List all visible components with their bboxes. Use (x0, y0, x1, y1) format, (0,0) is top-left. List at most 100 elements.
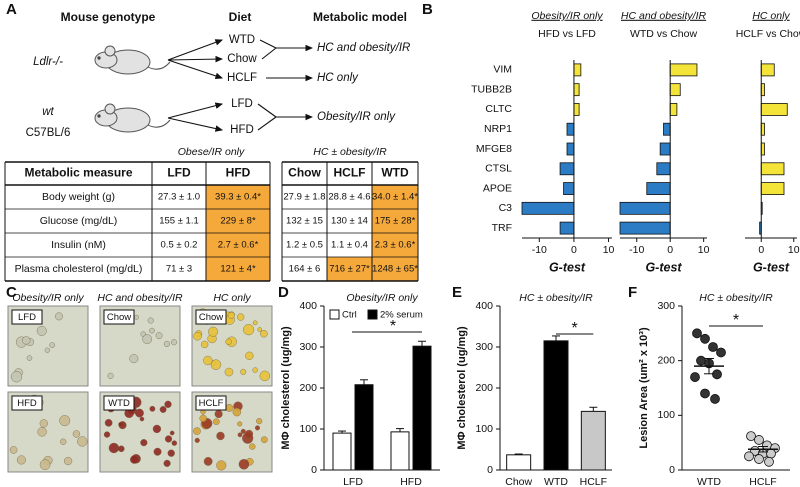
table-cell: 175 ± 28* (375, 216, 416, 227)
chart-title: HC only (752, 10, 790, 22)
panel-label: F (628, 284, 637, 301)
image-label: Chow (107, 312, 131, 323)
bar (619, 221, 671, 235)
model: HC only (317, 72, 359, 84)
table-cell: 27.9 ± 1.8 (283, 192, 325, 203)
bar (663, 122, 671, 136)
y-tick-label: 300 (657, 300, 675, 312)
column-header: Mouse genotype (61, 10, 156, 24)
bar (646, 182, 671, 195)
cell (260, 330, 268, 338)
cell (171, 440, 178, 446)
image-label: HCLF (199, 398, 224, 409)
cell (152, 424, 162, 434)
bar (566, 122, 575, 136)
model: Obesity/IR only (317, 111, 396, 123)
image-label-box (11, 309, 43, 325)
category-label: C3 (499, 202, 513, 214)
cell (167, 449, 175, 457)
image-label-box (103, 309, 135, 325)
bar (659, 142, 671, 156)
category-label: MFGE8 (476, 143, 512, 155)
cell (26, 355, 33, 361)
table-cell: Body weight (g) (42, 191, 115, 203)
panel-header: HC only (213, 292, 251, 304)
data-point (764, 456, 774, 467)
column-header: Metabolic model (313, 10, 407, 24)
data-point (700, 333, 710, 344)
strain: C57BL/6 (26, 127, 71, 139)
cell (130, 455, 139, 464)
bar (619, 201, 671, 215)
image-label: WTD (108, 398, 130, 409)
bar (573, 83, 580, 97)
bar (580, 410, 606, 471)
table-cell: 1.2 ± 0.5 (286, 240, 323, 251)
cell (213, 418, 220, 426)
cell (260, 436, 268, 444)
table-cell: 27.3 ± 1.0 (158, 192, 200, 203)
table-cell: 121 ± 4* (220, 264, 256, 275)
data-point (708, 342, 718, 352)
table-cell: 1248 ± 65* (372, 264, 418, 275)
cell (256, 418, 263, 425)
cell (216, 431, 225, 441)
chart-title: HC and obesity/IR (621, 10, 707, 22)
table-cell: 28.8 ± 4.6 (328, 192, 370, 203)
image-label-box (195, 395, 227, 411)
bar (543, 340, 569, 471)
x-tick-label: 0 (571, 244, 577, 256)
highlight-cell (206, 257, 270, 281)
cell (193, 331, 202, 341)
cell (107, 372, 114, 379)
mouse-icon (94, 103, 171, 133)
table-cell: 164 ± 6 (289, 264, 321, 275)
cell (194, 437, 200, 443)
table-cell: 2.7 ± 0.6* (218, 240, 259, 251)
y-tick-label: 100 (657, 409, 675, 421)
cell (44, 347, 50, 353)
legend-label: Ctrl (342, 310, 357, 321)
category-label: APOE (483, 182, 512, 194)
bar (559, 162, 575, 176)
panel-label: C (6, 284, 17, 301)
category-label: TRF (492, 222, 512, 234)
table-cell: 34.0 ± 1.4* (372, 192, 418, 203)
table-cell: 39.3 ± 0.4* (215, 192, 261, 203)
cell (208, 326, 219, 337)
diet: HCLF (227, 72, 257, 84)
bar (669, 103, 678, 116)
bar (412, 345, 432, 471)
legend-label: 2% serum (380, 310, 423, 321)
table-cell: 716 ± 27* (329, 264, 370, 275)
y-tick-label: 100 (299, 423, 317, 435)
x-tick-label: 10 (788, 244, 800, 256)
data-point (746, 431, 756, 442)
bar (521, 201, 575, 215)
cell (16, 455, 26, 465)
table-cell: Glucose (mg/dL) (40, 215, 118, 227)
y-axis-label: MΦ cholesterol (ug/mg) (280, 326, 292, 450)
y-tick-label: 0 (669, 464, 675, 476)
cell (245, 351, 254, 360)
cell (129, 354, 139, 364)
y-axis-label: Lesion Area (um² x 10³) (638, 327, 650, 449)
data-point (712, 369, 722, 380)
cell (149, 405, 156, 412)
x-tick-label: 0 (758, 244, 764, 256)
cell (237, 313, 245, 321)
cell (39, 459, 51, 470)
table-header: LFD (167, 166, 191, 180)
cell (118, 421, 123, 427)
cell (142, 334, 153, 344)
cell (232, 407, 242, 417)
x-tick-label: WTD (697, 476, 721, 487)
cell (199, 414, 207, 423)
cell (164, 400, 172, 408)
table-cell: 0.5 ± 0.2 (161, 240, 198, 251)
cell (203, 355, 213, 366)
panel-label: A (6, 1, 17, 18)
cell (224, 367, 234, 377)
cell (244, 429, 254, 438)
